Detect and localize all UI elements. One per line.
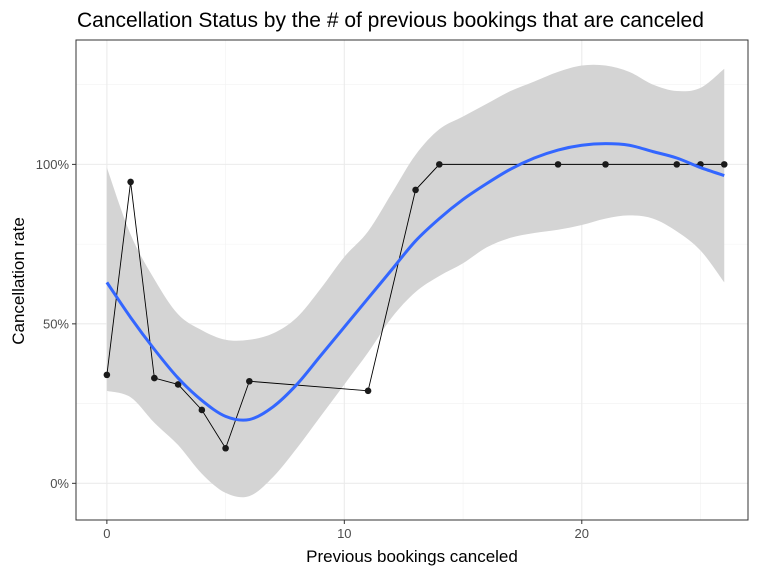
data-point: [174, 381, 182, 388]
x-axis-ticks: 0 10 20: [103, 520, 589, 541]
smooth-trend-line: [105, 142, 725, 422]
x-tick-label: 20: [575, 526, 589, 541]
data-point: [222, 444, 229, 452]
data-point: [554, 161, 562, 168]
data-point: [673, 161, 681, 168]
data-point: [198, 406, 206, 414]
data-point: [602, 161, 609, 168]
y-tick-label: 0%: [50, 476, 69, 491]
data-point: [364, 387, 372, 395]
x-tick-label: 0: [103, 526, 110, 541]
confidence-band: [106, 64, 725, 498]
data-point: [246, 377, 253, 385]
x-tick-label: 10: [337, 526, 351, 541]
observed-points: [103, 161, 728, 452]
chart-title: Cancellation Status by the # of previous…: [77, 9, 704, 32]
y-tick-label: 100%: [36, 157, 70, 172]
plot-panel-border: [75, 39, 749, 521]
data-point: [720, 161, 728, 168]
data-point: [412, 186, 419, 194]
data-point: [151, 374, 158, 382]
y-axis-title: Cancellation rate: [9, 217, 28, 345]
data-point: [127, 178, 134, 186]
data-point: [436, 161, 443, 168]
y-tick-label: 50%: [43, 316, 69, 331]
x-axis-title: Previous bookings canceled: [306, 547, 518, 566]
data-point: [103, 371, 111, 379]
y-axis-ticks: 0% 50% 100%: [36, 157, 76, 491]
